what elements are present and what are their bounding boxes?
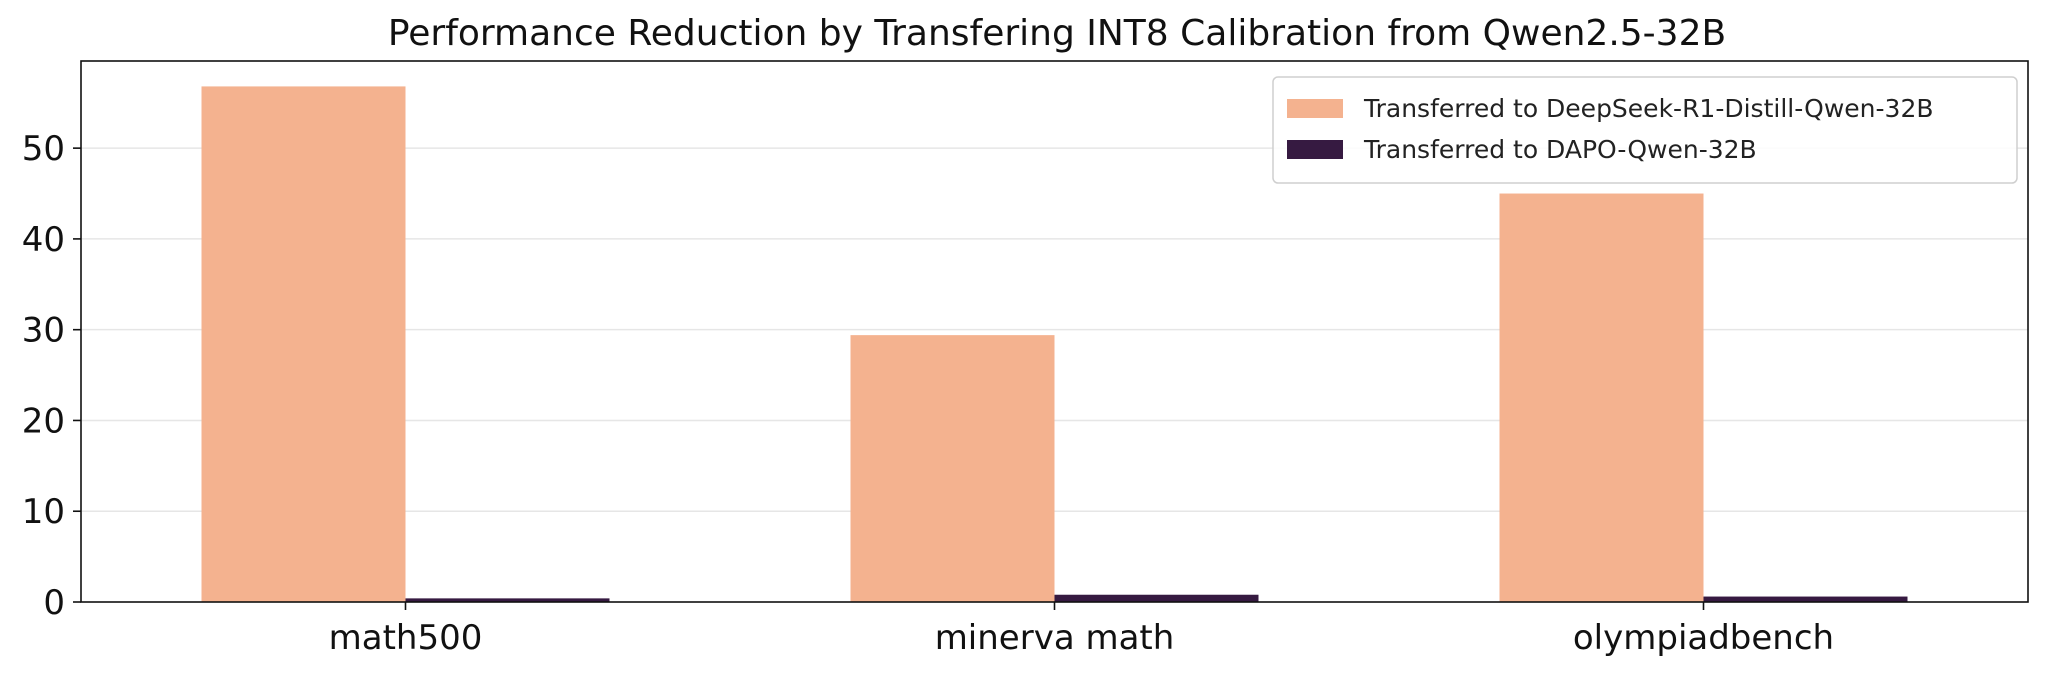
bars bbox=[201, 86, 1908, 602]
bar-deepseek bbox=[201, 86, 406, 602]
legend-box bbox=[1272, 76, 2018, 184]
legend-label: Transferred to DeepSeek-R1-Distill-Qwen-… bbox=[1363, 94, 1934, 123]
plot-frame bbox=[80, 60, 2029, 603]
bar-dapo bbox=[1703, 596, 1908, 602]
y-tick-label: 50 bbox=[22, 129, 65, 169]
y-tick-label: 30 bbox=[22, 311, 65, 351]
bar-dapo bbox=[405, 598, 610, 602]
legend-swatch bbox=[1287, 140, 1343, 159]
x-tick-label: olympiadbench bbox=[1573, 618, 1834, 658]
axes: math500 minerva math olympiadbench 0 10 20 30 4… bbox=[22, 60, 2029, 658]
legend-swatch bbox=[1287, 99, 1343, 118]
bar-dapo bbox=[1054, 594, 1259, 602]
legend: Transferred to DeepSeek-R1-Distill-Qwen-… bbox=[1272, 76, 2018, 184]
legend-label: Transferred to DAPO-Qwen-32B bbox=[1363, 135, 1757, 164]
bar-deepseek bbox=[1499, 193, 1704, 602]
chart-title: Performance Reduction by Transfering INT… bbox=[388, 13, 1726, 54]
bar-deepseek bbox=[850, 335, 1055, 602]
x-tick-label: minerva math bbox=[935, 618, 1175, 658]
y-tick-label: 10 bbox=[22, 492, 65, 532]
x-tick-label: math500 bbox=[329, 618, 483, 658]
y-tick-label: 40 bbox=[22, 220, 65, 260]
y-tick-label: 20 bbox=[22, 401, 65, 441]
y-tick-label: 0 bbox=[43, 583, 65, 623]
